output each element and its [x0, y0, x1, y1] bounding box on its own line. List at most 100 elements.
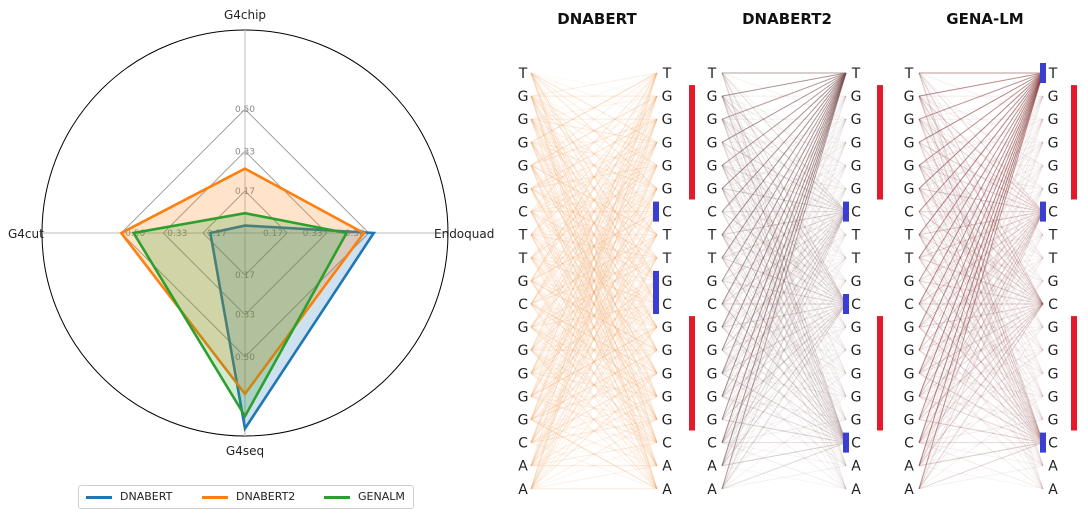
token-left: A — [518, 482, 528, 498]
attention-edge — [530, 303, 658, 490]
attention-edge — [530, 280, 658, 397]
attention-edge — [530, 142, 658, 466]
attention-edge — [918, 188, 1044, 443]
attention-edge — [530, 118, 658, 189]
token-left: G — [518, 343, 529, 359]
attention-edge — [918, 211, 1044, 443]
attention-edge — [721, 349, 847, 444]
attention-edge — [530, 372, 658, 444]
radar-axis-label-endoquad: Endoquad — [434, 227, 494, 241]
attention-edge — [530, 188, 658, 374]
attention-edge — [530, 211, 658, 328]
attention-edge — [530, 95, 658, 489]
attention-edge — [721, 257, 847, 374]
attention-edge — [530, 349, 658, 467]
attention-edge — [918, 372, 1044, 467]
attention-edge — [530, 118, 658, 397]
attention-edge — [721, 234, 847, 420]
attention-edge — [530, 372, 658, 420]
attention-edge — [721, 234, 847, 466]
attention-edge — [721, 257, 847, 351]
radar-tick-label: 0.50 — [235, 105, 255, 115]
attention-edge — [530, 165, 658, 443]
attention-edge — [530, 234, 658, 305]
attention-edge — [530, 95, 658, 374]
attention-edge — [918, 234, 1044, 351]
token-left: G — [518, 413, 529, 429]
attention-edge — [530, 72, 658, 305]
attention-edge — [530, 419, 658, 467]
attention-edge — [721, 211, 847, 490]
attention-edge — [918, 326, 1044, 397]
attention-edge — [721, 303, 847, 490]
attention-edge — [530, 280, 658, 397]
attention-edge — [530, 118, 658, 282]
token-left: G — [518, 274, 529, 290]
attention-edge — [530, 95, 658, 236]
token-left: G — [518, 182, 529, 198]
attention-edge — [530, 257, 658, 374]
attention-edge — [530, 118, 658, 351]
attention-edge — [721, 442, 847, 467]
token-right: G — [662, 158, 673, 174]
attention-edge — [721, 372, 847, 467]
attention-edge — [721, 72, 847, 189]
attention-edge — [721, 234, 847, 351]
attention-edge — [530, 211, 658, 236]
token-right: C — [1048, 205, 1058, 221]
radar-tick-label: 0.50 — [345, 229, 365, 239]
attention-edge — [530, 349, 658, 444]
attention-edge — [721, 234, 847, 443]
attention-edge — [918, 280, 1044, 397]
attention-edge — [918, 442, 1044, 467]
attention-edge — [530, 188, 658, 397]
token-right: G — [1048, 320, 1059, 336]
attention-edge — [530, 372, 658, 467]
attention-edge — [530, 165, 658, 374]
attention-edge — [721, 280, 847, 466]
token-left: T — [707, 251, 717, 267]
attention-edge — [918, 257, 1044, 490]
attention-edge — [530, 72, 658, 420]
token-right: G — [662, 112, 673, 128]
attention-edge — [530, 257, 658, 374]
attention-edge — [721, 303, 847, 490]
token-left: A — [518, 459, 528, 475]
attention-edge — [530, 118, 658, 397]
token-right: A — [1048, 482, 1058, 498]
attention-edge — [530, 280, 658, 466]
attention-edge — [721, 372, 847, 397]
attention-edge — [530, 188, 658, 282]
attention-edge — [721, 349, 847, 467]
attention-edge — [918, 395, 1044, 444]
attention-edge — [530, 419, 658, 490]
attention-edge — [530, 141, 658, 282]
token-left: G — [707, 320, 718, 336]
attention-edge — [530, 349, 658, 420]
token-left: T — [904, 228, 914, 244]
attention-edge — [530, 95, 658, 328]
attention-edge — [530, 95, 658, 143]
attention-edge — [530, 142, 658, 397]
attention-edge — [530, 72, 658, 374]
attention-edge — [530, 257, 658, 420]
attention-edge — [918, 442, 1044, 467]
attention-edge — [530, 95, 658, 420]
attention-edge — [530, 234, 658, 443]
token-right: G — [662, 343, 673, 359]
radar-axis-label-g4seq: G4seq — [226, 444, 264, 458]
token-right: G — [851, 413, 862, 429]
attention-edge — [530, 211, 658, 397]
radar-axis-label-g4cut: G4cut — [8, 227, 44, 241]
attention-edge — [530, 303, 658, 351]
token-left: C — [904, 297, 914, 313]
attention-edge — [721, 72, 847, 420]
token-right: G — [851, 182, 862, 198]
attention-edge — [721, 188, 847, 443]
attention-edge — [918, 72, 1044, 328]
token-right: G — [662, 389, 673, 405]
attention-edge — [530, 280, 658, 351]
attention-edge — [918, 234, 1044, 374]
attention-edge — [530, 303, 658, 328]
